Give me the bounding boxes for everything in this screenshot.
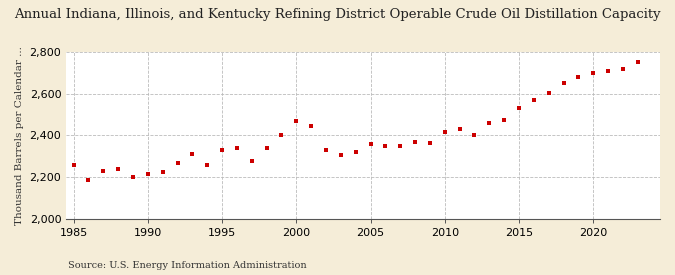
Point (321, 148, 331, 152)
Point (514, 106, 524, 111)
Point (603, 68, 614, 73)
Point (425, 141, 435, 145)
Point (454, 127, 465, 131)
Point (306, 124, 317, 128)
Point (291, 119, 302, 123)
Y-axis label: Thousand Barrels per Calendar ...: Thousand Barrels per Calendar ... (15, 46, 24, 225)
Point (469, 133, 480, 138)
Point (128, 175, 138, 179)
Point (157, 170, 168, 174)
Point (380, 144, 391, 148)
Point (558, 81, 569, 86)
Point (588, 71, 599, 75)
Point (484, 121, 495, 125)
Point (365, 142, 376, 146)
Point (202, 163, 213, 167)
Point (439, 130, 450, 134)
Point (246, 158, 257, 163)
Point (543, 90, 554, 95)
Point (529, 98, 539, 102)
Point (261, 146, 272, 150)
Point (276, 133, 287, 138)
Point (573, 75, 584, 79)
Point (83, 178, 94, 183)
Point (142, 172, 153, 176)
Point (632, 60, 643, 65)
Point (68, 163, 79, 167)
Point (113, 167, 124, 171)
Point (98, 169, 109, 173)
Point (172, 160, 183, 165)
Text: Source: U.S. Energy Information Administration: Source: U.S. Energy Information Administ… (68, 260, 306, 270)
Point (232, 146, 242, 150)
Text: Annual Indiana, Illinois, and Kentucky Refining District Operable Crude Oil Dist: Annual Indiana, Illinois, and Kentucky R… (14, 8, 661, 21)
Point (217, 148, 227, 152)
Point (410, 139, 421, 144)
Point (395, 144, 406, 148)
Point (335, 153, 346, 158)
Point (187, 152, 198, 156)
Point (499, 118, 510, 122)
Point (350, 150, 361, 154)
Point (618, 67, 628, 71)
